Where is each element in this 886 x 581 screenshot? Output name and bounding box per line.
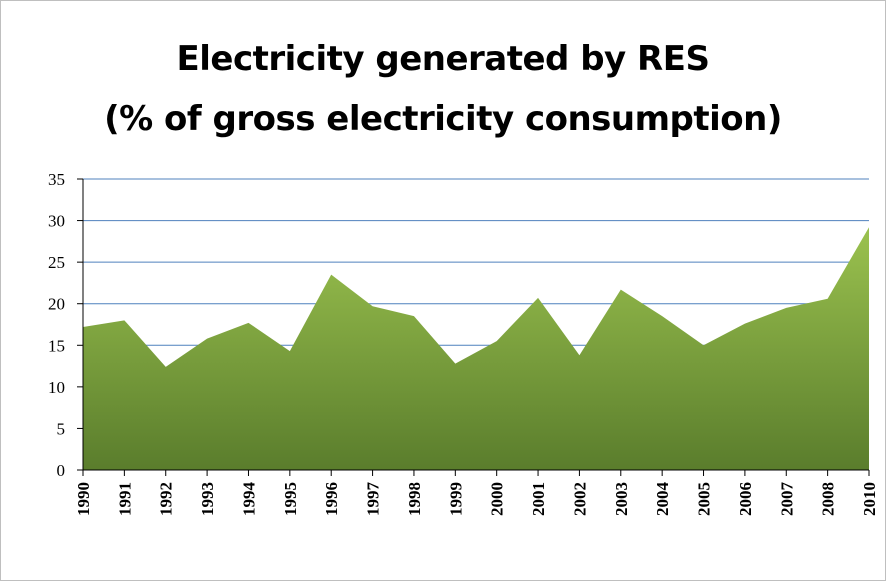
x-tick-label: 1998 <box>405 482 424 516</box>
x-tick-label: 2003 <box>612 482 631 516</box>
chart-subtitle: (% of gross electricity consumption) <box>104 99 782 139</box>
area-series <box>83 227 869 470</box>
x-tick-label: 1999 <box>446 482 465 516</box>
x-tick-label: 1992 <box>157 482 176 516</box>
x-tick-label: 1995 <box>281 482 300 516</box>
x-tick-label: 2000 <box>488 482 507 516</box>
x-tick-label: 2007 <box>777 482 796 517</box>
data-area <box>83 227 869 470</box>
x-tick-label: 2005 <box>695 482 714 516</box>
x-tick-label: 1997 <box>364 482 383 517</box>
x-tick-label: 1990 <box>74 482 93 516</box>
y-tick-label: 5 <box>57 419 66 438</box>
y-tick-label: 30 <box>48 212 65 231</box>
x-tick-label: 1993 <box>198 482 217 516</box>
x-tick-label: 2006 <box>736 482 755 516</box>
x-tick-label: 2004 <box>653 482 672 517</box>
x-tick-label: 2001 <box>529 482 548 516</box>
x-tick-label: 1994 <box>239 482 258 517</box>
y-tick-label: 35 <box>48 170 65 189</box>
y-tick-label: 0 <box>57 461 66 480</box>
x-tick-label: 1996 <box>322 482 341 516</box>
y-axis: 0 5 10 15 20 25 30 35 <box>48 170 84 480</box>
y-tick-label: 20 <box>48 295 65 314</box>
chart-title: Electricity generated by RES <box>176 39 710 79</box>
x-tick-label: 2002 <box>570 482 589 516</box>
x-axis: 1990 1991 1992 1993 1994 1995 1996 1997 1998 1999… <box>74 469 879 517</box>
x-tick-label: 1991 <box>115 482 134 516</box>
y-tick-label: 25 <box>48 253 65 272</box>
x-tick-label: 2010 <box>860 482 879 516</box>
y-tick-label: 15 <box>48 336 65 355</box>
chart-title-block: Electricity generated by RES (% of gross… <box>1 29 885 149</box>
y-tick-label: 10 <box>48 378 65 397</box>
x-tick-label: 2008 <box>819 482 838 516</box>
